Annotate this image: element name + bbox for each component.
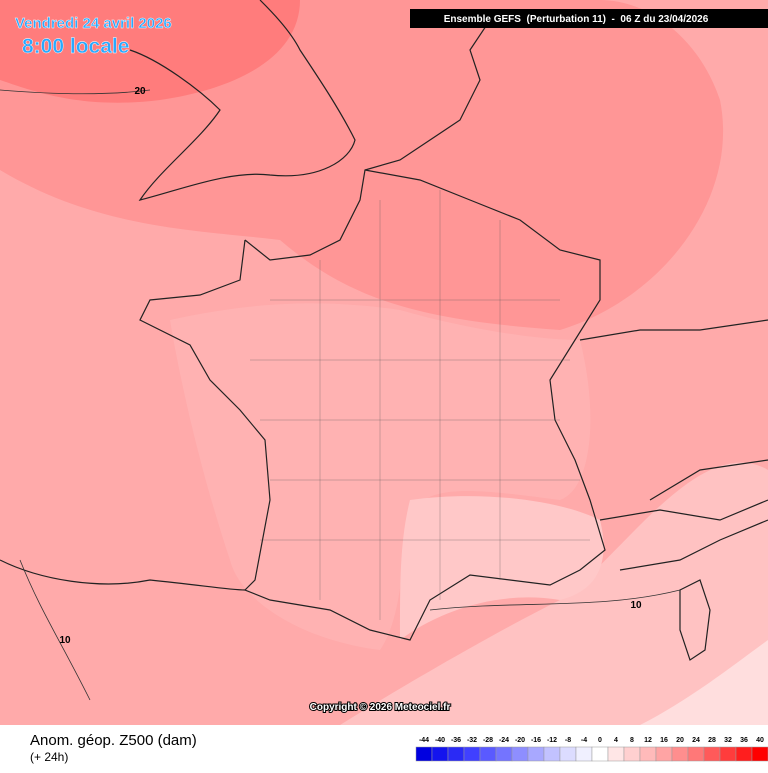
run-box <box>410 9 768 28</box>
anomaly-zone <box>640 640 768 725</box>
legend-swatch <box>735 746 753 762</box>
legend-swatch <box>511 746 529 762</box>
coastline <box>129 0 356 201</box>
legend-swatch <box>447 746 465 762</box>
time: 8:00 locale <box>22 35 129 58</box>
legend-label: 36 <box>740 737 748 744</box>
legend-label: -8 <box>565 737 571 744</box>
legend-label: 32 <box>724 737 732 744</box>
legend-swatch <box>639 746 657 762</box>
legend-swatch <box>479 746 497 762</box>
legend-swatch <box>719 746 737 762</box>
legend-swatch <box>591 746 609 762</box>
date: Vendredi 24 avril 2026 <box>15 15 172 32</box>
legend-label: -16 <box>531 737 541 744</box>
contour-line <box>19 559 91 701</box>
legend-swatch <box>431 746 449 762</box>
legend-label: 8 <box>630 737 634 744</box>
contour-label: 10 <box>630 600 642 611</box>
legend-label: 24 <box>692 737 700 744</box>
border <box>579 319 768 571</box>
legend-label: -40 <box>435 737 445 744</box>
contour-label: 20 <box>134 86 146 97</box>
legend-swatch <box>607 746 625 762</box>
legend-swatch <box>559 746 577 762</box>
legend-swatch <box>543 746 561 762</box>
coastline <box>244 14 531 261</box>
footer-title: Anom. géop. Z500 (dam) <box>30 732 197 749</box>
department-borders <box>250 190 590 620</box>
legend-swatch <box>703 746 721 762</box>
legend-label: 4 <box>614 737 618 744</box>
legend-swatch <box>623 746 641 762</box>
copyright: Copyright © 2026 Meteociel.fr <box>310 702 451 713</box>
coastline <box>679 579 711 661</box>
run-info: Ensemble GEFS (Perturbation 11) - 06 Z d… <box>444 14 709 25</box>
legend-label: -4 <box>581 737 587 744</box>
legend-swatch <box>751 746 768 762</box>
contour-label: 10 <box>59 635 71 646</box>
coastline <box>0 559 246 591</box>
contour-line <box>0 89 151 95</box>
legend-swatch <box>415 746 433 762</box>
legend-label: 20 <box>676 737 684 744</box>
footer-lead: (+ 24h) <box>30 750 68 764</box>
legend-swatch <box>527 746 545 762</box>
anomaly-zone <box>0 0 300 103</box>
anomaly-zone <box>400 496 604 640</box>
legend-label: -24 <box>499 737 509 744</box>
legend-label: 28 <box>708 737 716 744</box>
legend-label: -12 <box>547 737 557 744</box>
legend-swatch <box>655 746 673 762</box>
legend-swatch <box>495 746 513 762</box>
contour-line <box>429 589 681 611</box>
legend-label: 0 <box>598 737 602 744</box>
legend-label: 12 <box>644 737 652 744</box>
legend-swatch <box>463 746 481 762</box>
legend-label: 40 <box>756 737 764 744</box>
legend-label: -36 <box>451 737 461 744</box>
legend-label: -28 <box>483 737 493 744</box>
legend-label: 16 <box>660 737 668 744</box>
legend-label: -20 <box>515 737 525 744</box>
legend-swatch <box>687 746 705 762</box>
coastline <box>139 169 606 641</box>
legend-label: -32 <box>467 737 477 744</box>
legend-swatch <box>575 746 593 762</box>
legend-label: -44 <box>419 737 429 744</box>
legend-swatch <box>671 746 689 762</box>
